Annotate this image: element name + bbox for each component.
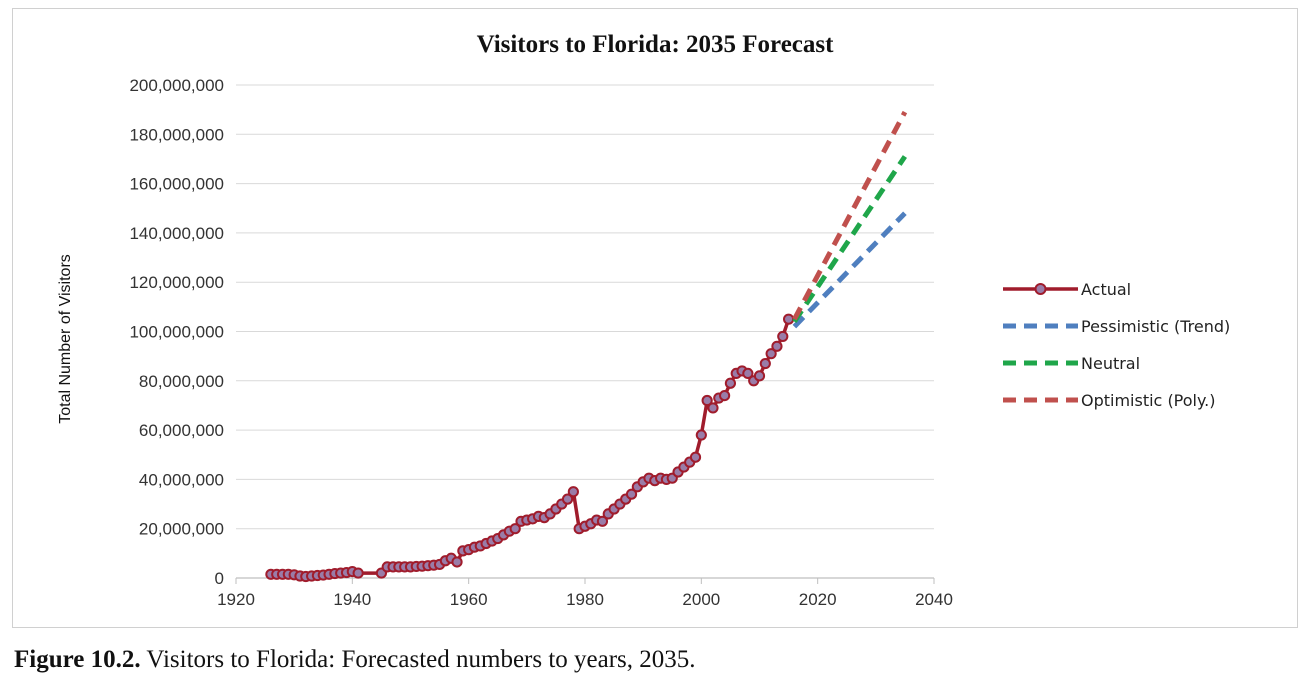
- legend-label-actual: Actual: [1081, 280, 1131, 299]
- data-point-actual: [724, 377, 737, 389]
- y-tick-label: 40,000,000: [139, 470, 224, 489]
- x-tick-label: 2000: [682, 590, 720, 609]
- y-tick-label: 0: [215, 569, 224, 588]
- data-point-actual: [759, 357, 771, 370]
- y-tick-label: 80,000,000: [139, 372, 224, 391]
- legend-label-optimistic-poly: Optimistic (Poly.): [1081, 391, 1216, 410]
- y-tick-label: 200,000,000: [129, 76, 224, 95]
- y-tick-label: 160,000,000: [129, 175, 224, 194]
- x-tick-label: 2040: [915, 590, 953, 609]
- chart-title: Visitors to Florida: 2035 Forecast: [477, 31, 835, 58]
- figure-caption: Figure 10.2. Visitors to Florida: Foreca…: [14, 646, 696, 674]
- data-point-actual: [509, 523, 521, 535]
- data-point-actual: [625, 488, 638, 500]
- data-point-actual: [567, 486, 579, 498]
- data-point-actual: [689, 451, 702, 463]
- axes: 0 20,000,000 40,000,000 60,000,000 80,000,00…: [129, 76, 952, 609]
- legend-label-neutral: Neutral: [1081, 354, 1140, 373]
- data-point-actual: [701, 394, 713, 407]
- data-point-actual: [782, 313, 795, 325]
- x-tick-label: 1960: [450, 590, 488, 609]
- x-tick-label: 1940: [333, 590, 371, 609]
- data-point-actual: [771, 340, 783, 352]
- data-point-actual: [753, 370, 766, 382]
- y-tick-label: 20,000,000: [139, 520, 224, 539]
- series-line-actual: [270, 318, 791, 579]
- data-point-actual: [695, 429, 707, 441]
- series-line-neutral: [792, 155, 907, 323]
- legend-marker-actual: [1034, 283, 1047, 295]
- y-tick-label: 100,000,000: [129, 323, 224, 342]
- y-tick-label: 140,000,000: [129, 224, 224, 243]
- data-point-actual: [451, 556, 463, 568]
- gridlines: [236, 84, 934, 530]
- series-layer: [265, 110, 908, 583]
- legend: Actual Pessimistic (Trend) Neutral Optimist…: [1003, 280, 1230, 410]
- data-point-actual: [765, 348, 777, 360]
- y-tick-label: 180,000,000: [129, 125, 224, 144]
- data-point-actual: [742, 367, 754, 380]
- chart-frame: 0 20,000,000 40,000,000 60,000,000 80,000,00…: [12, 8, 1298, 628]
- y-axis-label: Total Number of Visitors: [57, 254, 74, 424]
- data-point-actual: [707, 402, 719, 414]
- legend-label-pessimistic-trend: Pessimistic (Trend): [1081, 317, 1230, 336]
- y-tick-label: 60,000,000: [139, 421, 224, 440]
- data-point-actual: [561, 493, 574, 505]
- x-tick-label: 1980: [566, 590, 604, 609]
- data-point-actual: [719, 389, 731, 402]
- data-point-actual: [596, 515, 609, 527]
- figure-caption-text: Visitors to Florida: Forecasted numbers …: [140, 646, 696, 673]
- data-point-actual: [777, 330, 789, 343]
- y-tick-label: 120,000,000: [129, 273, 224, 292]
- data-point-actual: [352, 567, 364, 579]
- figure-caption-label: Figure 10.2.: [14, 646, 141, 673]
- series-line-pessimistic-trend: [792, 211, 907, 329]
- x-tick-label: 1920: [217, 590, 255, 609]
- series-line-optimistic-poly: [792, 110, 908, 321]
- chart: 0 20,000,000 40,000,000 60,000,000 80,000,00…: [57, 31, 1230, 609]
- x-tick-label: 2020: [799, 590, 837, 609]
